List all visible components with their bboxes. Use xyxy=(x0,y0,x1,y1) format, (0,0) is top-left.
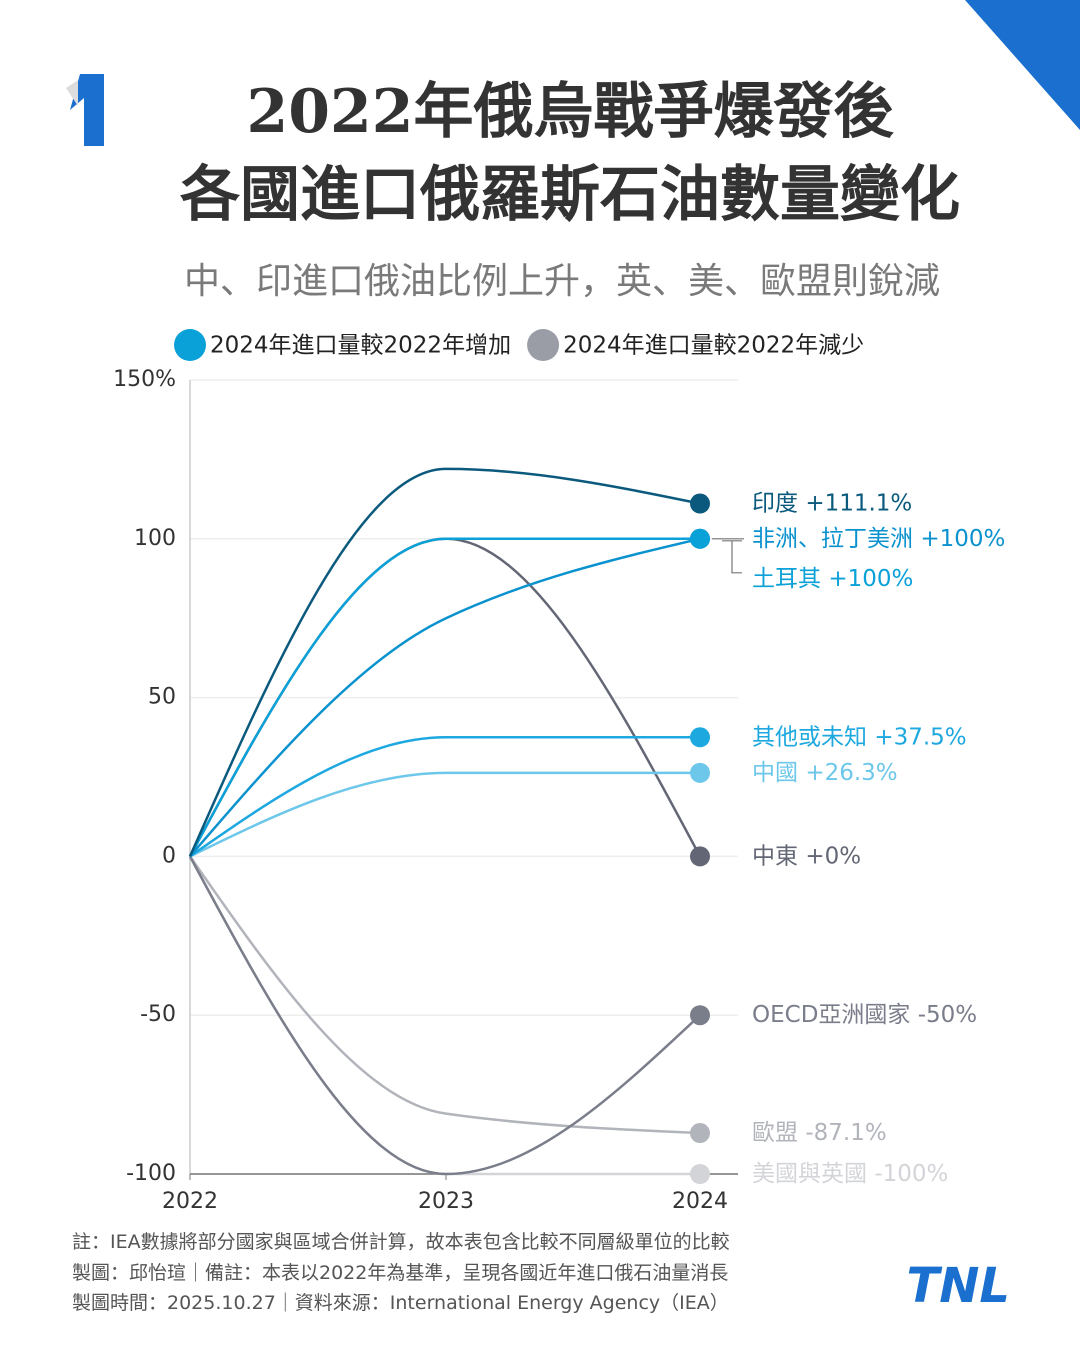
note: 註：IEA數據將部分國家與區域合併計算，故本表包含比較不同層級單位的比較 xyxy=(72,1231,730,1253)
series-name: 非洲、拉丁美洲 xyxy=(752,525,913,551)
series-name: 歐盟 xyxy=(752,1120,798,1146)
label-connector xyxy=(722,540,742,574)
title: 2022年俄烏戰爭爆發後 xyxy=(247,77,895,147)
data-label: 土耳其 +100% xyxy=(752,565,913,591)
note: 製圖：邱怡瑄｜備註：本表以2022年為基準，呈現各國近年進口俄石油量消長 xyxy=(72,1262,728,1284)
legend: 2024年進口量較2022年增加 2024年進口量較2022年減少 xyxy=(174,329,864,361)
plot: 150% 100 50 0 -50 -100 2022 2023 2024 印度 +111.1% 非… xyxy=(113,367,1005,1214)
data-label: 中國 +26.3% xyxy=(752,759,898,785)
data-label: 非洲、拉丁美洲 +100% xyxy=(752,525,1005,551)
series-name: 中東 xyxy=(752,843,798,869)
value-label: +111.1% xyxy=(805,490,912,516)
series-name: 美國與英國 xyxy=(752,1161,867,1187)
value-label: +26.3% xyxy=(805,759,897,785)
y-tick-label: 0 xyxy=(162,843,176,868)
line xyxy=(188,855,701,1176)
x-tick-label: 2022 xyxy=(162,1189,218,1214)
y-tick-label: 50 xyxy=(148,685,176,710)
legend-label: 2024年進口量較2022年減少 xyxy=(563,333,864,359)
series-name: 土耳其 xyxy=(752,565,821,591)
title: 各國進口俄羅斯石油數量變化 xyxy=(180,160,960,230)
point xyxy=(690,762,710,783)
x-tick-label: 2023 xyxy=(418,1189,474,1214)
y-tick-label: 150% xyxy=(113,367,176,392)
line xyxy=(189,771,700,858)
logo: TNL xyxy=(907,1258,1011,1314)
legend-label: 2024年進口量較2022年增加 xyxy=(210,333,511,359)
data-label: 美國與英國 -100% xyxy=(752,1161,948,1187)
logo-mark xyxy=(70,74,104,146)
value-label: -50% xyxy=(918,1002,977,1028)
point xyxy=(690,846,710,867)
value-label: +0% xyxy=(805,843,861,869)
point xyxy=(690,1123,710,1144)
line xyxy=(188,467,701,857)
y-tick-label: 100 xyxy=(134,526,176,551)
value-label: -100% xyxy=(874,1161,948,1187)
series-name: 中國 xyxy=(752,759,798,785)
value-label: +37.5% xyxy=(874,724,966,750)
data-label: 中東 +0% xyxy=(752,843,861,869)
y-tick-label: -100 xyxy=(126,1161,176,1186)
x-tick-label: 2024 xyxy=(672,1189,728,1214)
data-label: OECD亞洲國家 -50% xyxy=(752,1002,977,1028)
corner-decoration xyxy=(965,0,1080,130)
series-name: OECD亞洲國家 xyxy=(752,1002,910,1028)
data-label: 其他或未知 +37.5% xyxy=(752,724,967,750)
line xyxy=(189,537,701,858)
subtitle: 中、印進口俄油比例上升，英、美、歐盟則銳減 xyxy=(184,261,940,302)
point xyxy=(690,1164,710,1184)
data-label: 歐盟 -87.1% xyxy=(752,1120,887,1146)
legend-marker xyxy=(174,329,206,361)
point xyxy=(690,493,710,514)
logo-mark-shadow xyxy=(66,80,78,106)
line xyxy=(188,855,701,1135)
value-label: -87.1% xyxy=(805,1120,886,1146)
point xyxy=(690,528,710,549)
line xyxy=(189,736,700,858)
note: 製圖時間：2025.10.27｜資料來源：International Energ… xyxy=(72,1292,729,1314)
series-name: 印度 xyxy=(752,490,798,516)
y-tick-label: -50 xyxy=(140,1002,176,1027)
line xyxy=(188,537,700,857)
data-label: 印度 +111.1% xyxy=(752,490,912,516)
point xyxy=(690,1005,710,1026)
series-name: 其他或未知 xyxy=(752,724,867,750)
value-label: +100% xyxy=(920,525,1005,551)
value-label: +100% xyxy=(828,565,913,591)
point xyxy=(690,727,710,748)
legend-marker xyxy=(527,329,560,361)
